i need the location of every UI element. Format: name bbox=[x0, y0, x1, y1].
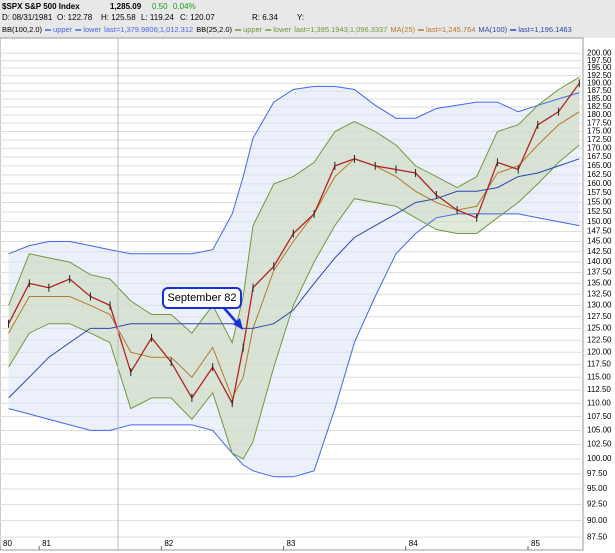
y-tick-label: 177.50 bbox=[587, 118, 612, 127]
y-tick-label: 87.50 bbox=[587, 532, 608, 541]
y-tick-label: 165.00 bbox=[587, 161, 612, 170]
date: D: 08/31/1981 bbox=[2, 13, 53, 22]
low: L: 119.24 bbox=[141, 13, 174, 22]
y-tick-label: 160.00 bbox=[587, 179, 612, 188]
legend-lower: lower bbox=[273, 25, 291, 34]
y-tick-label: 92.50 bbox=[587, 500, 608, 509]
y-tick-label: 187.50 bbox=[587, 86, 612, 95]
x-tick-label: 80 bbox=[3, 539, 12, 548]
y-tick-label: 162.50 bbox=[587, 170, 612, 179]
y-value: Y: bbox=[297, 13, 304, 22]
y-tick-label: 142.50 bbox=[587, 247, 612, 256]
annotation-text: September 82 bbox=[167, 292, 236, 304]
open: O: 122.78 bbox=[57, 13, 93, 22]
range: R: 6.34 bbox=[252, 13, 278, 22]
legend-lower: lower bbox=[83, 25, 101, 34]
symbol: $SPX S&P 500 Index bbox=[2, 2, 80, 11]
y-tick-label: 195.00 bbox=[587, 63, 612, 72]
y-tick-label: 97.50 bbox=[587, 469, 608, 478]
y-tick-label: 90.00 bbox=[587, 516, 608, 525]
y-tick-label: 167.50 bbox=[587, 152, 612, 161]
y-tick-label: 150.00 bbox=[587, 217, 612, 226]
annotation-box bbox=[162, 287, 242, 309]
change-pct: 0.04% bbox=[173, 2, 196, 11]
legend-last: last=1,196.1463 bbox=[518, 25, 572, 34]
y-tick-label: 152.50 bbox=[587, 207, 612, 216]
y-tick-label: 100.00 bbox=[587, 454, 612, 463]
band-fill bbox=[8, 77, 580, 459]
y-tick-label: 127.50 bbox=[587, 312, 612, 321]
moving-average bbox=[8, 111, 580, 400]
y-tick-label: 130.00 bbox=[587, 301, 612, 310]
y-tick-label: 155.00 bbox=[587, 198, 612, 207]
arrow-head bbox=[233, 318, 243, 330]
band-upper bbox=[8, 76, 580, 345]
legend-last: last=1,395.1943;1,096.3337 bbox=[294, 25, 387, 34]
y-tick-label: 145.00 bbox=[587, 237, 612, 246]
y-tick-label: 95.00 bbox=[587, 484, 608, 493]
y-tick-label: 117.50 bbox=[587, 360, 611, 369]
legend-upper: upper bbox=[243, 25, 263, 34]
legend-name: MA(25) bbox=[390, 25, 415, 34]
y-tick-label: 197.50 bbox=[587, 56, 612, 65]
annotation-arrow bbox=[223, 307, 239, 325]
change: 0.50 bbox=[152, 2, 168, 11]
legend-last: last=1,379.9806;1,012.312 bbox=[104, 25, 193, 34]
y-tick-label: 180.00 bbox=[587, 110, 612, 119]
y-tick-label: 110.00 bbox=[587, 398, 611, 407]
band-upper bbox=[8, 85, 580, 255]
x-tick-label: 83 bbox=[287, 539, 296, 548]
y-tick-label: 135.00 bbox=[587, 278, 612, 287]
x-tick-label: 81 bbox=[42, 539, 51, 548]
band-lower bbox=[8, 213, 580, 478]
moving-average bbox=[8, 158, 580, 399]
legend-last: last=1,245.764 bbox=[426, 25, 475, 34]
legend-name: MA(100) bbox=[478, 25, 507, 34]
y-tick-label: 200.00 bbox=[587, 48, 612, 57]
plot bbox=[0, 52, 583, 550]
y-tick-label: 120.00 bbox=[587, 347, 612, 356]
annotation: September 82 bbox=[162, 287, 243, 330]
y-tick-label: 170.00 bbox=[587, 144, 612, 153]
y-tick-label: 112.50 bbox=[587, 385, 611, 394]
legend-name: BB(25,2.0) bbox=[196, 25, 232, 34]
header-bg bbox=[0, 0, 615, 38]
y-tick-label: 192.50 bbox=[587, 71, 612, 80]
y-tick-label: 185.00 bbox=[587, 94, 612, 103]
band-lower bbox=[8, 144, 580, 460]
y-tick-label: 122.50 bbox=[587, 335, 612, 344]
legend-upper: upper bbox=[53, 25, 73, 34]
legend: BB(100,2.0) upper lower last=1,379.9806;1,0… bbox=[2, 25, 572, 34]
y-tick-label: 102.50 bbox=[587, 440, 612, 449]
y-tick-label: 175.00 bbox=[587, 127, 612, 136]
x-tick-label: 82 bbox=[164, 539, 173, 548]
y-tick-label: 125.00 bbox=[587, 324, 612, 333]
x-tick-label: 84 bbox=[409, 539, 418, 548]
x-tick-label: 85 bbox=[531, 539, 540, 548]
header: $SPX S&P 500 Index 1,285.09 0.50 0.04% D… bbox=[2, 2, 304, 22]
high: H: 125.58 bbox=[101, 13, 136, 22]
y-tick-label: 172.50 bbox=[587, 135, 612, 144]
legend-name: BB(100,2.0) bbox=[2, 25, 43, 34]
y-tick-label: 182.50 bbox=[587, 102, 612, 111]
close: C: 120.07 bbox=[180, 13, 215, 22]
y-tick-label: 147.50 bbox=[587, 227, 612, 236]
y-tick-label: 190.00 bbox=[587, 78, 612, 87]
y-tick-label: 140.00 bbox=[587, 257, 612, 266]
y-tick-label: 107.50 bbox=[587, 412, 612, 421]
y-tick-label: 137.50 bbox=[587, 268, 612, 277]
y-tick-label: 157.50 bbox=[587, 188, 612, 197]
y-tick-label: 132.50 bbox=[587, 289, 612, 298]
y-tick-label: 105.00 bbox=[587, 426, 612, 435]
y-tick-label: 115.00 bbox=[587, 372, 611, 381]
last-price: 1,285.09 bbox=[110, 2, 142, 11]
price-line bbox=[8, 82, 580, 406]
